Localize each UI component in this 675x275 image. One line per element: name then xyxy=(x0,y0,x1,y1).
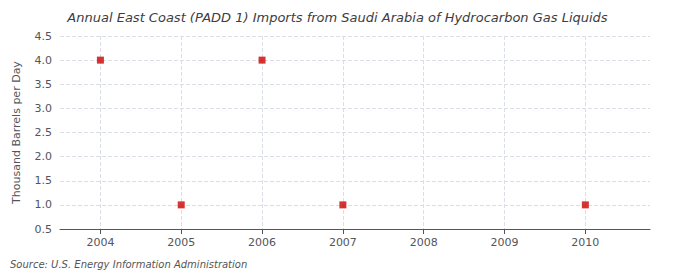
svg-text:1.0: 1.0 xyxy=(35,198,53,211)
svg-text:2007: 2007 xyxy=(329,236,357,249)
svg-text:1.5: 1.5 xyxy=(35,174,53,187)
svg-text:2009: 2009 xyxy=(491,236,519,249)
svg-text:Thousand Barrels per Day: Thousand Barrels per Day xyxy=(10,61,23,205)
svg-text:2.0: 2.0 xyxy=(35,150,53,163)
svg-text:2010: 2010 xyxy=(571,236,599,249)
svg-text:3.5: 3.5 xyxy=(35,78,53,91)
svg-text:4.0: 4.0 xyxy=(35,54,53,67)
svg-text:Source: U.S. Energy Informatio: Source: U.S. Energy Information Administ… xyxy=(10,259,247,270)
svg-text:2.5: 2.5 xyxy=(35,126,53,139)
svg-text:3.0: 3.0 xyxy=(35,102,53,115)
svg-text:2005: 2005 xyxy=(167,236,195,249)
svg-text:4.5: 4.5 xyxy=(35,30,53,43)
svg-text:Annual East Coast (PADD 1) Imp: Annual East Coast (PADD 1) Imports from … xyxy=(66,10,608,25)
svg-text:2006: 2006 xyxy=(248,236,276,249)
svg-text:2004: 2004 xyxy=(86,236,114,249)
svg-text:2008: 2008 xyxy=(410,236,438,249)
svg-text:0.5: 0.5 xyxy=(35,223,53,236)
